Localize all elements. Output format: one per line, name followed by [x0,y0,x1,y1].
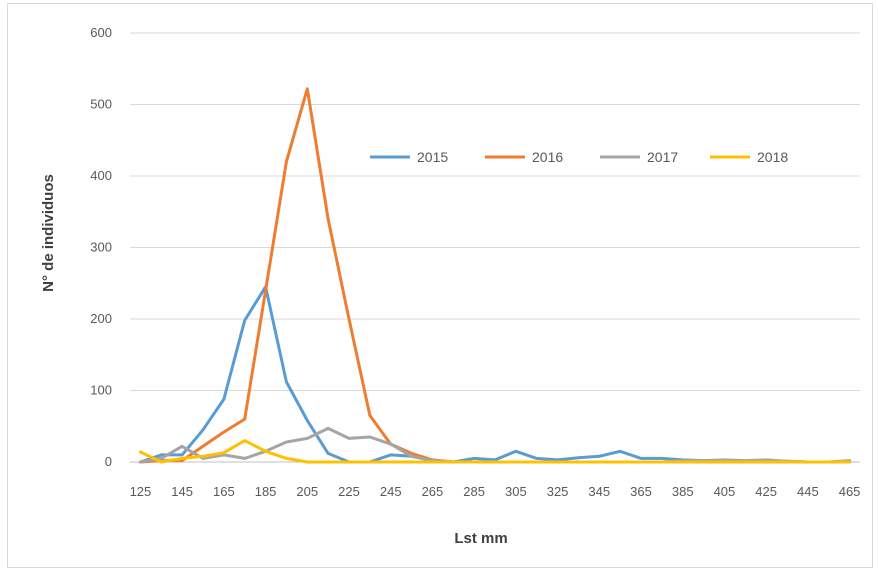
x-tick-label: 465 [839,484,861,499]
x-tick-label: 165 [213,484,235,499]
series-line-2018 [138,439,852,464]
x-tick-label: 345 [588,484,610,499]
x-tick-label: 205 [296,484,318,499]
y-tick-label: 100 [90,383,112,398]
x-axis-ticks: 125 145 165 185 205 225 245 265 285 305 325 345 365 3… [130,484,861,499]
series-line-2017 [138,426,852,464]
x-tick-label: 325 [547,484,569,499]
y-tick-label: 0 [105,454,112,469]
x-tick-label: 225 [338,484,360,499]
y-axis-title: N° de individuos [40,174,57,292]
y-tick-label: 600 [90,25,112,40]
series-line-2016 [138,87,852,464]
x-tick-label: 265 [422,484,444,499]
y-tick-label: 300 [90,240,112,255]
x-tick-label: 365 [630,484,652,499]
legend-label-2017: 2017 [647,149,678,165]
chart-frame [7,3,873,568]
legend: 2015 2016 2017 2018 [370,149,788,165]
x-tick-label: 405 [714,484,736,499]
y-tick-label: 400 [90,168,112,183]
y-tick-label: 200 [90,311,112,326]
x-tick-label: 125 [130,484,152,499]
x-tick-label: 145 [171,484,193,499]
series-line-2015 [138,285,852,464]
x-tick-label: 245 [380,484,402,499]
x-axis-title: Lst mm [454,530,507,547]
x-tick-label: 305 [505,484,527,499]
x-tick-label: 185 [255,484,277,499]
y-tick-label: 500 [90,97,112,112]
y-axis-ticks: 0 100 200 300 400 500 600 [90,25,112,469]
gridlines [130,32,860,463]
x-tick-label: 385 [672,484,694,499]
x-tick-label: 285 [463,484,485,499]
legend-label-2018: 2018 [757,149,788,165]
series-lines [138,87,852,464]
x-tick-label: 425 [755,484,777,499]
legend-label-2016: 2016 [532,149,563,165]
legend-label-2015: 2015 [417,149,448,165]
x-tick-label: 445 [797,484,819,499]
